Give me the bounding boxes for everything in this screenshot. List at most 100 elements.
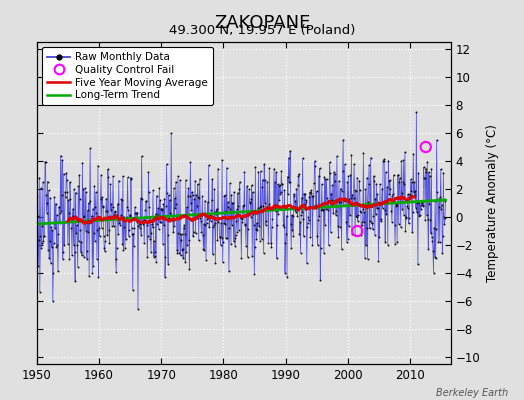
Point: [169, 229, 178, 236]
Point: [418, 199, 426, 206]
Point: [435, 196, 443, 202]
Point: [438, 250, 446, 256]
Point: [33, 193, 41, 199]
Point: [95, 225, 103, 231]
Point: [258, 176, 267, 183]
Point: [335, 178, 343, 184]
Point: [371, 195, 379, 202]
Point: [413, 209, 421, 215]
Point: [378, 205, 387, 211]
Point: [321, 176, 330, 182]
Point: [251, 164, 259, 170]
Point: [367, 202, 375, 208]
Point: [103, 208, 111, 214]
Point: [59, 248, 68, 255]
Point: [414, 170, 423, 176]
Point: [365, 225, 374, 232]
Point: [105, 240, 114, 246]
Point: [241, 222, 249, 229]
Point: [385, 191, 394, 197]
Point: [200, 221, 208, 227]
Point: [89, 262, 97, 269]
Point: [361, 255, 369, 261]
Point: [55, 204, 63, 210]
Point: [308, 241, 316, 248]
Point: [397, 158, 406, 164]
Point: [383, 184, 391, 190]
Point: [72, 230, 80, 236]
Point: [45, 255, 53, 262]
Point: [249, 222, 258, 228]
Point: [62, 177, 71, 184]
Point: [128, 230, 136, 237]
Point: [421, 144, 430, 150]
Point: [286, 179, 294, 186]
Point: [236, 179, 244, 185]
Point: [411, 188, 420, 194]
Point: [249, 211, 257, 217]
Point: [226, 206, 235, 212]
Point: [287, 245, 296, 251]
Point: [389, 190, 397, 197]
Point: [231, 235, 239, 242]
Point: [384, 158, 392, 164]
Point: [223, 164, 231, 171]
Point: [319, 207, 328, 214]
Point: [375, 234, 384, 240]
Point: [359, 150, 367, 156]
Point: [112, 269, 121, 275]
Point: [134, 222, 143, 229]
Point: [57, 208, 66, 214]
Point: [71, 278, 79, 284]
Point: [225, 268, 233, 274]
Point: [299, 233, 308, 240]
Point: [162, 161, 171, 168]
Point: [282, 212, 291, 219]
Point: [230, 238, 238, 244]
Point: [370, 178, 378, 184]
Point: [119, 173, 127, 180]
Point: [93, 256, 101, 262]
Point: [38, 223, 47, 230]
Point: [313, 233, 321, 240]
Point: [287, 221, 295, 227]
Point: [196, 218, 205, 224]
Point: [84, 200, 93, 206]
Point: [370, 231, 379, 238]
Point: [325, 204, 333, 210]
Point: [83, 207, 92, 214]
Point: [104, 174, 113, 180]
Point: [318, 181, 326, 188]
Point: [101, 238, 110, 244]
Point: [281, 240, 290, 246]
Point: [417, 206, 425, 212]
Point: [76, 227, 84, 234]
Point: [434, 204, 443, 210]
Point: [377, 201, 386, 207]
Point: [282, 231, 290, 238]
Point: [61, 189, 70, 196]
Point: [336, 186, 345, 192]
Point: [267, 243, 276, 250]
Point: [307, 190, 315, 196]
Point: [189, 233, 197, 240]
Point: [330, 169, 338, 175]
Point: [255, 204, 264, 210]
Point: [135, 218, 143, 224]
Point: [195, 195, 203, 201]
Point: [201, 222, 210, 228]
Point: [138, 195, 146, 202]
Point: [268, 215, 277, 222]
Point: [237, 214, 245, 221]
Point: [418, 202, 427, 208]
Point: [92, 189, 100, 195]
Point: [139, 217, 148, 223]
Point: [359, 219, 368, 226]
Point: [194, 194, 202, 200]
Point: [116, 221, 125, 228]
Point: [82, 189, 90, 196]
Point: [349, 201, 357, 207]
Point: [171, 205, 180, 211]
Point: [279, 221, 288, 228]
Point: [35, 237, 43, 243]
